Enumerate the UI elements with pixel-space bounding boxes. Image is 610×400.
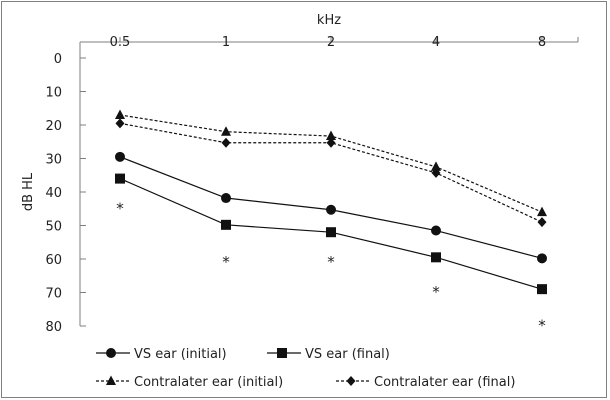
triangle-marker: [115, 109, 125, 119]
triangle-marker: [537, 206, 547, 217]
legend-item: Contralater ear (initial): [96, 375, 283, 390]
circle-marker: [115, 151, 125, 162]
legend: VS ear (initial) VS ear (final) Contralate…: [96, 347, 515, 390]
y-tick-label: 50: [45, 220, 62, 235]
triangle-marker: [431, 161, 441, 171]
significance-asterisk: *: [222, 253, 230, 271]
y-tick-label: 20: [45, 119, 62, 134]
legend-label: VS ear (final): [305, 347, 390, 362]
triangle-marker: [221, 126, 231, 136]
x-tick-label: 4: [432, 35, 440, 50]
series-0: [115, 151, 547, 264]
x-axis-label: kHz: [317, 13, 341, 28]
diamond-marker: [326, 137, 336, 148]
series-line: [119, 114, 543, 213]
square-marker: [326, 227, 336, 238]
y-axis-label: dB HL: [21, 172, 36, 211]
triangle-marker: [326, 130, 336, 141]
significance-asterisk: *: [432, 283, 440, 301]
series-layer: [115, 109, 547, 295]
diamond-marker: [221, 137, 231, 148]
diamond-marker: [346, 376, 356, 386]
triangle-marker: [106, 375, 116, 385]
legend-label: VS ear (initial): [134, 347, 227, 362]
series-1: [115, 173, 547, 295]
circle-marker: [106, 348, 116, 358]
y-tick-label: 80: [45, 320, 62, 335]
circle-marker: [326, 204, 336, 215]
significance-asterisk: *: [116, 199, 124, 217]
square-marker: [221, 219, 231, 230]
legend-item: Contralater ear (final): [336, 375, 515, 390]
diamond-marker: [115, 118, 125, 129]
x-tick-label: 8: [538, 35, 546, 50]
x-tick-labels: 0.5 1 2 4 8: [110, 35, 546, 50]
y-tick-label: 40: [45, 186, 62, 201]
y-tick-label: 70: [45, 287, 62, 302]
series-3: [115, 118, 547, 228]
legend-label: Contralater ear (final): [374, 375, 515, 390]
diamond-marker: [537, 217, 547, 228]
legend-label: Contralater ear (initial): [134, 375, 283, 390]
axes: [79, 37, 579, 327]
square-marker: [115, 173, 125, 184]
legend-item: VS ear (final): [267, 347, 390, 362]
y-tick-label: 60: [45, 253, 62, 268]
y-tick-labels: 0 10 20 30 40 50 60 70 80: [45, 52, 62, 335]
series-2: [115, 109, 547, 217]
circle-marker: [431, 225, 441, 236]
y-tick-label: 0: [54, 52, 62, 67]
diamond-marker: [431, 167, 441, 178]
legend-item: VS ear (initial): [96, 347, 227, 362]
x-tick-label: 2: [327, 35, 335, 50]
circle-marker: [221, 193, 231, 204]
y-tick-label: 30: [45, 153, 62, 168]
significance-annotations: * * * * *: [116, 199, 546, 334]
significance-asterisk: *: [327, 253, 335, 271]
significance-asterisk: *: [538, 317, 546, 335]
square-marker: [277, 348, 287, 358]
square-marker: [431, 252, 441, 263]
square-marker: [537, 284, 547, 295]
circle-marker: [537, 253, 547, 264]
y-tick-label: 10: [45, 86, 62, 101]
x-tick-label: 1: [222, 35, 230, 50]
x-tick-label: 0.5: [110, 35, 131, 50]
